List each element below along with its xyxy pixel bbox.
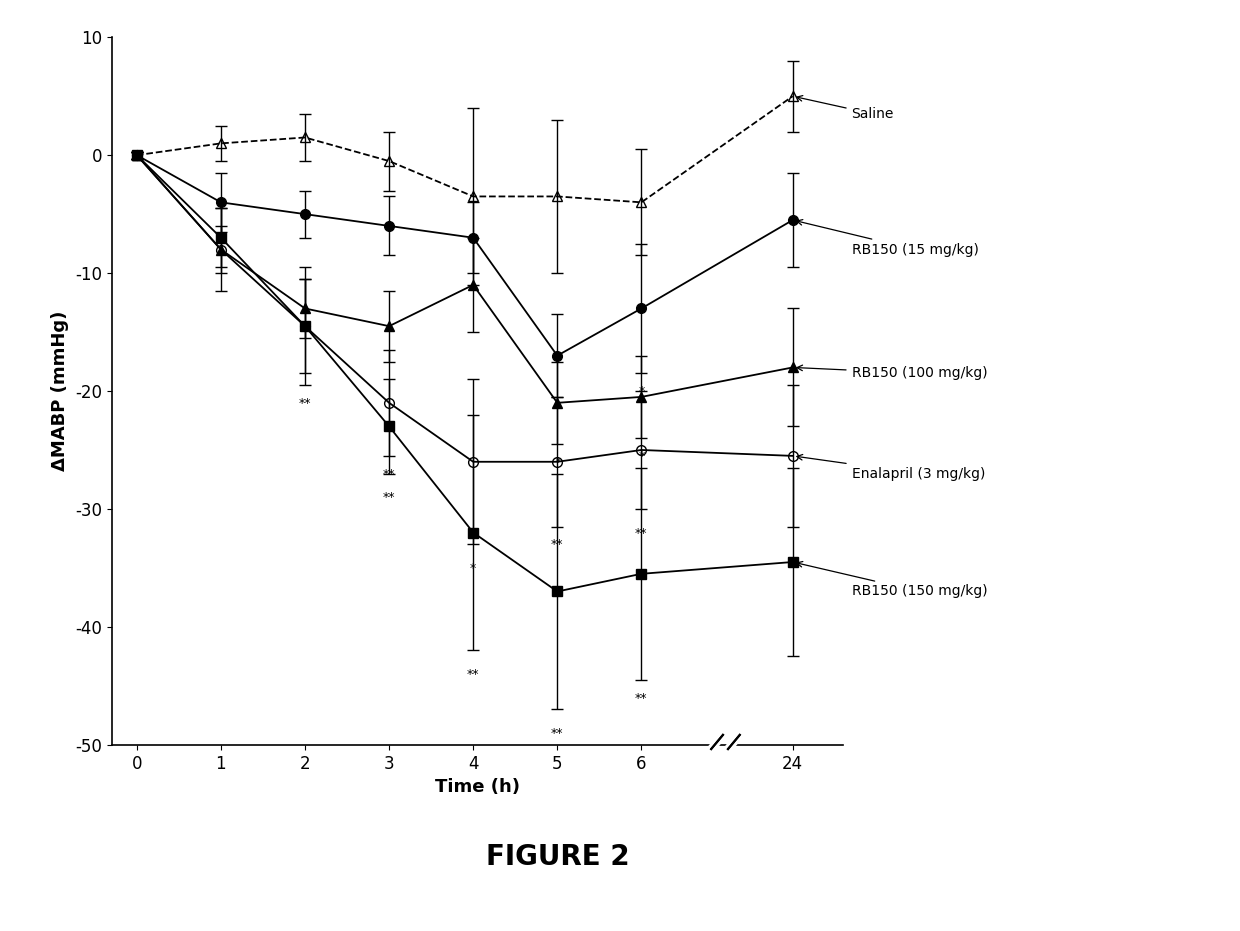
X-axis label: Time (h): Time (h) — [435, 778, 520, 796]
Y-axis label: ΔMABP (mmHg): ΔMABP (mmHg) — [51, 311, 69, 471]
Text: FIGURE 2: FIGURE 2 — [486, 843, 630, 870]
Text: *: * — [470, 562, 476, 575]
Text: *: * — [554, 456, 560, 469]
Text: Enalapril (3 mg/kg): Enalapril (3 mg/kg) — [797, 454, 985, 480]
Text: RB150 (100 mg/kg): RB150 (100 mg/kg) — [797, 365, 987, 381]
Text: **: ** — [299, 397, 311, 410]
Text: *: * — [639, 450, 645, 463]
Text: *: * — [639, 385, 645, 398]
Text: **: ** — [635, 692, 647, 705]
Text: RB150 (150 mg/kg): RB150 (150 mg/kg) — [797, 561, 987, 599]
Text: Saline: Saline — [797, 96, 894, 121]
Text: **: ** — [467, 668, 480, 681]
Text: **: ** — [551, 538, 563, 551]
Text: **: ** — [383, 467, 396, 480]
Text: **: ** — [383, 492, 396, 505]
Text: **: ** — [635, 527, 647, 540]
Text: **: ** — [551, 727, 563, 740]
Text: RB150 (15 mg/kg): RB150 (15 mg/kg) — [797, 220, 978, 257]
